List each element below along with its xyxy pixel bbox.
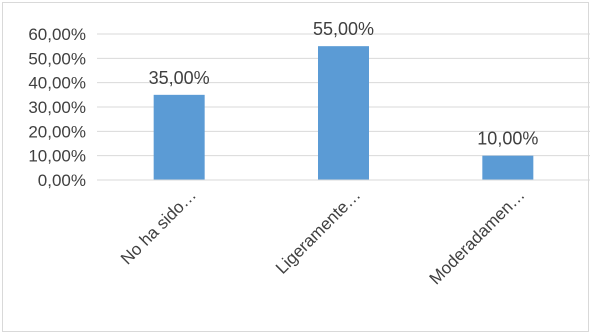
y-tick-label: 40,00% (28, 74, 86, 93)
bar (318, 46, 369, 180)
bar (482, 155, 534, 180)
bars (153, 46, 534, 180)
bar (153, 94, 205, 180)
data-label: 55,00% (313, 19, 374, 39)
y-axis-tick-labels: 0,00% 10,00% 20,00% 30,00% 40,00% 50,00% 60,00… (28, 25, 86, 190)
y-tick-label: 20,00% (28, 122, 86, 141)
data-labels: 35,00% 55,00% 10,00% (149, 19, 539, 149)
x-axis-category-labels: No ha sido… Ligeramente… Moderadamen… (117, 185, 529, 288)
y-tick-label: 30,00% (28, 98, 86, 117)
y-tick-label: 0,00% (38, 171, 86, 190)
y-tick-label: 50,00% (28, 49, 86, 68)
y-tick-label: 10,00% (28, 147, 86, 166)
y-tick-label: 60,00% (28, 25, 86, 44)
data-label: 10,00% (477, 129, 538, 149)
x-category-label: Moderadamen… (426, 185, 529, 288)
x-category-label: Ligeramente… (272, 185, 364, 277)
x-category-label: No ha sido… (117, 185, 200, 268)
data-label: 35,00% (149, 68, 210, 88)
